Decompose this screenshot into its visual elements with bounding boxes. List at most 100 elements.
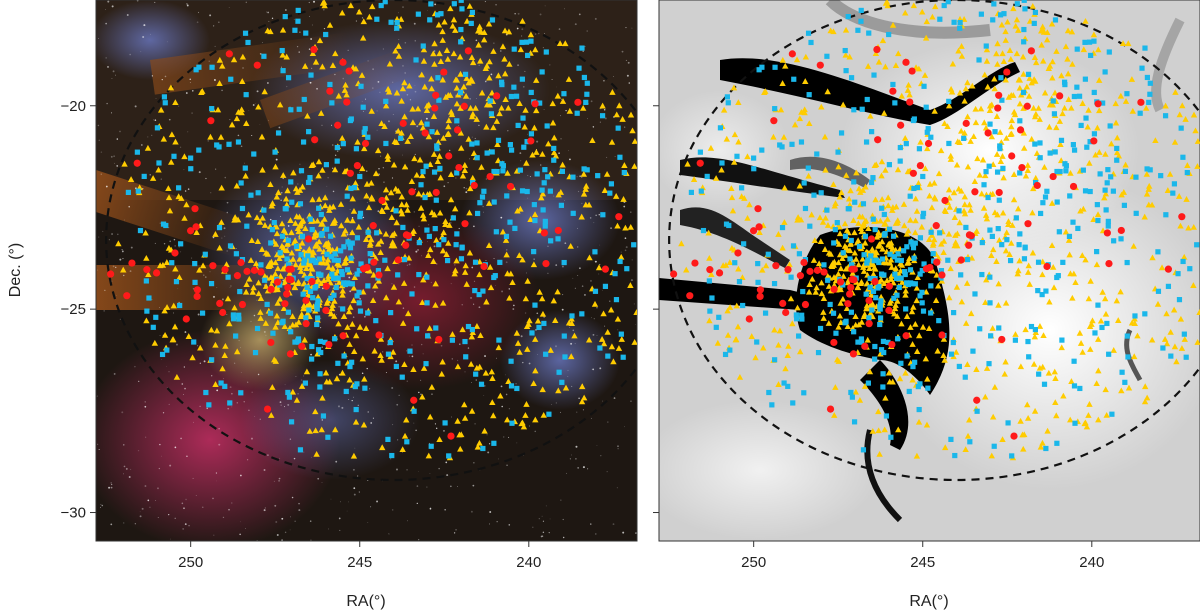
yellow-triangle-marker	[912, 320, 919, 327]
blue-square-marker	[1091, 89, 1097, 96]
yellow-triangle-marker	[272, 259, 279, 266]
blue-square-marker	[886, 31, 892, 38]
yellow-triangle-marker	[1142, 383, 1149, 390]
blue-square-marker	[315, 298, 321, 304]
blue-square-marker	[401, 256, 408, 263]
yellow-triangle-marker	[489, 399, 496, 406]
yellow-triangle-marker	[873, 217, 880, 224]
yellow-triangle-marker	[1085, 295, 1093, 302]
red-circle-marker	[897, 121, 905, 129]
blue-square-marker	[542, 223, 548, 229]
red-circle-marker	[850, 265, 858, 273]
blue-square-marker	[1078, 122, 1084, 129]
blue-square-marker	[861, 168, 868, 174]
blue-square-marker	[781, 380, 787, 386]
blue-square-marker	[1035, 259, 1042, 265]
yellow-triangle-marker	[945, 102, 953, 109]
red-circle-marker	[540, 229, 548, 237]
yellow-triangle-marker	[993, 151, 1001, 157]
blue-square-marker	[357, 308, 364, 314]
blue-square-marker	[759, 147, 765, 153]
yellow-triangle-marker	[525, 321, 532, 327]
blue-square-marker	[347, 117, 354, 124]
blue-square-marker	[348, 255, 354, 261]
blue-square-marker	[238, 390, 244, 396]
yellow-triangle-marker	[963, 280, 971, 286]
yellow-triangle-marker	[579, 383, 586, 390]
yellow-triangle-marker	[861, 383, 869, 389]
red-circle-marker	[339, 58, 347, 66]
blue-square-marker	[617, 154, 623, 160]
yellow-triangle-marker	[839, 101, 847, 108]
blue-square-marker	[297, 201, 304, 207]
yellow-triangle-marker	[815, 260, 823, 267]
blue-square-marker	[910, 363, 916, 370]
blue-square-marker	[1087, 188, 1093, 195]
yellow-triangle-marker	[571, 332, 578, 339]
yellow-triangle-marker	[996, 236, 1003, 243]
blue-square-marker	[334, 144, 340, 151]
blue-square-marker	[318, 349, 324, 356]
blue-square-marker	[478, 381, 485, 387]
yellow-triangle-marker	[829, 259, 837, 266]
yellow-triangle-marker	[1097, 317, 1105, 324]
blue-square-marker	[791, 76, 797, 82]
red-circle-marker	[849, 350, 858, 358]
yellow-triangle-marker	[967, 138, 974, 144]
yellow-triangle-marker	[218, 184, 225, 191]
yellow-triangle-marker	[966, 201, 973, 208]
blue-square-marker	[851, 329, 857, 335]
yellow-triangle-marker	[399, 446, 406, 453]
yellow-triangle-marker	[286, 270, 293, 276]
blue-square-marker	[378, 2, 384, 9]
blue-square-marker	[1144, 74, 1150, 81]
yellow-triangle-marker	[905, 81, 912, 88]
yellow-triangle-marker	[431, 40, 438, 47]
yellow-triangle-marker	[398, 129, 405, 136]
yellow-triangle-marker	[868, 261, 875, 268]
blue-square-marker	[1139, 65, 1145, 71]
yellow-triangle-marker	[902, 134, 909, 141]
blue-square-marker	[1059, 337, 1065, 343]
yellow-triangle-marker	[1010, 5, 1017, 12]
yellow-triangle-marker	[149, 175, 157, 181]
blue-square-marker	[242, 165, 248, 171]
yellow-triangle-marker	[565, 319, 573, 326]
yellow-triangle-marker	[120, 266, 127, 273]
blue-square-marker	[327, 81, 333, 88]
blue-square-marker	[308, 72, 314, 78]
blue-square-marker	[141, 173, 147, 180]
yellow-triangle-marker	[1143, 190, 1151, 197]
yellow-triangle-marker	[1045, 65, 1052, 72]
blue-square-marker	[315, 347, 322, 353]
blue-square-marker	[524, 139, 530, 145]
yellow-triangle-marker	[540, 411, 547, 418]
blue-square-marker	[305, 253, 311, 259]
yellow-triangle-marker	[1044, 29, 1051, 36]
yellow-triangle-marker	[303, 265, 310, 272]
yellow-triangle-marker	[438, 370, 445, 377]
blue-square-marker	[280, 68, 286, 74]
yellow-triangle-marker	[461, 414, 469, 421]
red-circle-marker	[363, 263, 371, 272]
yellow-triangle-marker	[1053, 48, 1060, 54]
blue-square-marker	[1104, 320, 1110, 327]
yellow-triangle-marker	[399, 320, 407, 326]
yellow-triangle-marker	[1194, 138, 1200, 144]
yellow-triangle-marker	[903, 230, 911, 237]
yellow-triangle-marker	[922, 355, 930, 362]
yellow-triangle-marker	[273, 193, 280, 200]
blue-square-marker	[547, 188, 553, 194]
yellow-triangle-marker	[1017, 417, 1024, 424]
blue-square-marker	[422, 194, 428, 201]
blue-square-marker	[222, 383, 228, 389]
blue-square-marker	[245, 39, 251, 46]
yellow-triangle-marker	[852, 321, 859, 328]
blue-square-marker	[754, 339, 760, 345]
yellow-triangle-marker	[986, 107, 994, 113]
yellow-triangle-marker	[419, 124, 427, 131]
blue-square-marker	[824, 53, 830, 59]
blue-square-marker	[317, 384, 323, 390]
yellow-triangle-marker	[932, 3, 939, 10]
yellow-triangle-marker	[468, 407, 476, 414]
